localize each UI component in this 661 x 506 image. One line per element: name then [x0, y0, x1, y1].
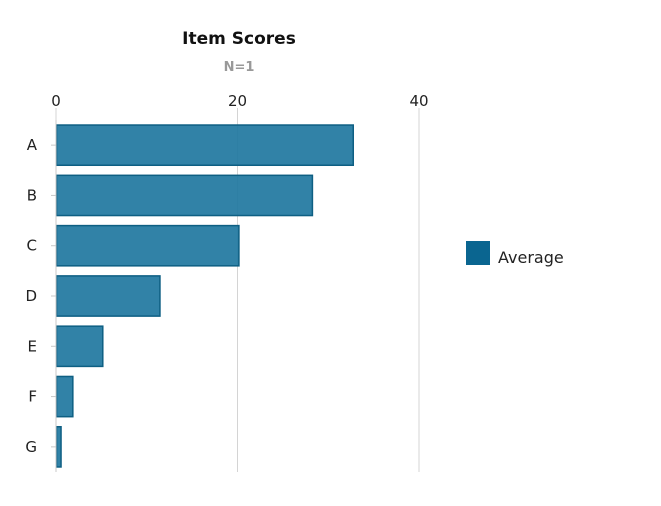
- y-category-label-B: B: [27, 186, 37, 204]
- y-category-label-C: C: [27, 237, 37, 255]
- bar-G: [55, 425, 62, 468]
- bar-C: [55, 224, 240, 267]
- bar-B: [55, 174, 314, 217]
- y-axis-categories: A B C D E F G: [25, 136, 56, 456]
- bar-D: [55, 275, 161, 317]
- chart-title: Item Scores: [182, 29, 296, 49]
- legend[interactable]: Average: [466, 241, 564, 267]
- x-tick-label-40: 40: [409, 92, 428, 110]
- x-axis-ticks: 0 20 40: [51, 92, 428, 110]
- bar-F: [55, 375, 74, 418]
- y-category-label-E: E: [28, 337, 37, 355]
- y-category-label-G: G: [25, 438, 37, 456]
- bar-E: [55, 325, 104, 368]
- y-category-label-A: A: [27, 136, 38, 154]
- bar-A: [55, 124, 355, 167]
- y-category-label-F: F: [28, 388, 37, 406]
- x-tick-label-20: 20: [228, 92, 247, 110]
- x-tick-label-0: 0: [51, 92, 61, 110]
- chart-subtitle: N=1: [224, 60, 255, 75]
- bars: [55, 124, 355, 468]
- legend-label-average: Average: [498, 248, 564, 267]
- legend-swatch-average: [466, 241, 490, 265]
- y-category-label-D: D: [25, 287, 37, 305]
